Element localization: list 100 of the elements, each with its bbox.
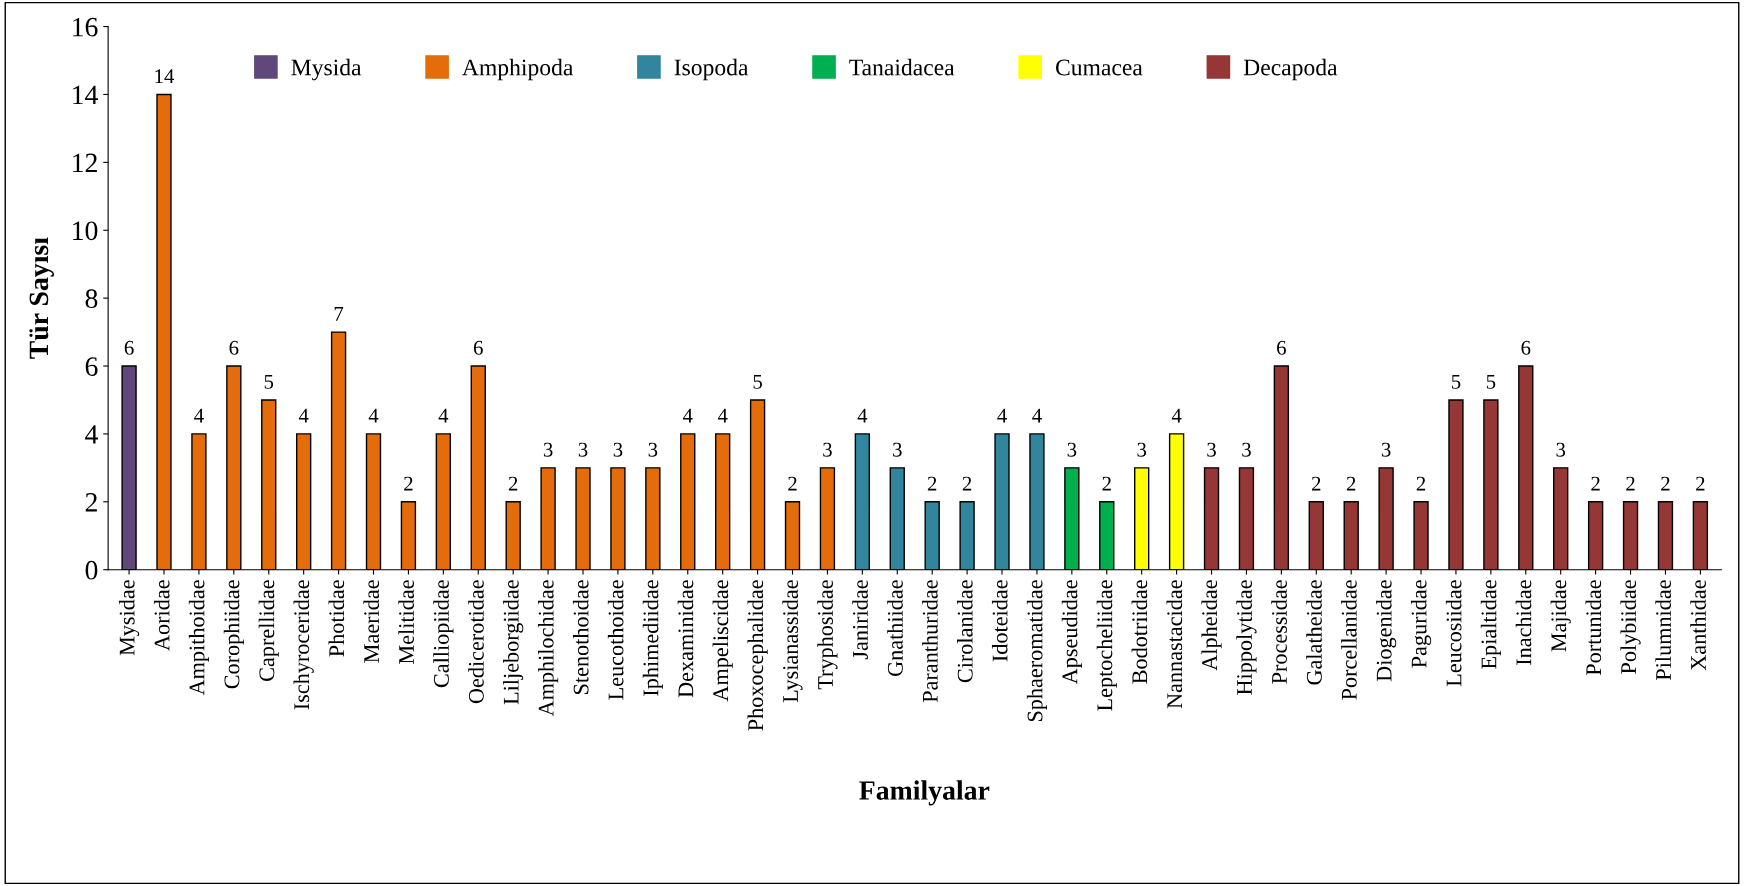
data-label: 2 (1346, 476, 1356, 491)
x-tick-label: Photidae (328, 580, 345, 657)
data-label: 3 (578, 442, 588, 457)
x-tick-label: Ampithoidae (188, 580, 209, 696)
legend-label: Decapoda (1243, 58, 1338, 81)
legend-label: Tanaidacea (849, 58, 955, 76)
data-label: 3 (1207, 442, 1216, 457)
x-tick-label: Polybiidae (1620, 580, 1641, 674)
data-label: 2 (1696, 476, 1705, 491)
data-label: 4 (1032, 408, 1042, 423)
data-label: 4 (298, 408, 309, 423)
x-tick-label: Iphimediidae (642, 580, 663, 696)
x-tick-label: Cirolanidae (957, 580, 973, 683)
x-tick-label: Phoxocephalidae (747, 580, 768, 731)
data-label: 2 (962, 476, 972, 491)
y-tick-label: 10 (73, 221, 98, 241)
data-label: 3 (648, 442, 658, 457)
data-label: 5 (1486, 374, 1496, 389)
y-tick-label: 2 (85, 493, 97, 512)
x-axis-title: Familyalar (859, 780, 990, 806)
data-label: 14 (155, 69, 175, 84)
x-tick-label: Paranthuridae (922, 580, 938, 703)
x-tick-label: Paguridae (1410, 580, 1432, 668)
y-tick-label: 16 (73, 17, 98, 37)
x-tick-label: Maeridae (363, 580, 380, 663)
data-label: 4 (997, 408, 1007, 423)
x-tick-label: Corophiidae (223, 580, 244, 689)
x-tick-label: Caprellidae (258, 580, 279, 681)
data-label: 2 (1311, 476, 1321, 491)
x-tick-label: Leucothoidae (607, 580, 624, 700)
x-tick-label: Alpheidae (1201, 580, 1222, 671)
data-label: 3 (1556, 442, 1566, 457)
data-label: 3 (1242, 442, 1251, 457)
x-tick-label: Pilumnidae (1655, 580, 1672, 681)
data-label: 3 (893, 442, 902, 457)
data-label: 3 (543, 442, 553, 457)
y-tick-label: 6 (85, 357, 98, 376)
x-tick-label: Portunidae (1585, 580, 1602, 676)
x-tick-label: Processidae (1271, 580, 1287, 684)
x-tick-label: Galatheidae (1306, 580, 1322, 685)
data-label: 4 (717, 408, 728, 423)
data-label: 7 (334, 307, 344, 321)
data-label: 2 (1591, 476, 1600, 491)
x-tick-label: Janiridae (852, 580, 868, 660)
data-label: 3 (1137, 442, 1147, 457)
x-tick-label: Oedicerotidae (468, 580, 484, 704)
x-tick-label: Diogenidae (1376, 580, 1397, 682)
x-tick-label: Gnathiidae (887, 580, 903, 676)
x-tick-label: Dexaminidae (677, 580, 694, 698)
x-tick-label: Melitidae (398, 580, 414, 664)
y-tick-label: 0 (85, 560, 98, 580)
y-tick-label: 4 (85, 425, 98, 444)
y-tick-label: 14 (73, 85, 98, 105)
data-label: 6 (1521, 340, 1531, 355)
data-label: 3 (613, 442, 623, 457)
x-tick-label: Ischyroceridae (293, 580, 314, 710)
data-label: 6 (124, 340, 134, 355)
legend-label: Mysida (291, 58, 362, 81)
x-tick-label: Bodotriidae (1131, 580, 1148, 684)
legend-label: Cumacea (1055, 59, 1143, 76)
x-tick-label: Apseudidae (1061, 580, 1082, 685)
y-axis-title: Tür Sayısı (29, 237, 54, 359)
x-tick-label: Porcellanidae (1341, 580, 1357, 700)
data-label: 4 (857, 408, 868, 423)
x-tick-label: Ampeliscidae (712, 580, 733, 702)
y-tick-label: 12 (73, 153, 97, 172)
y-tick-label: 8 (85, 289, 98, 309)
data-label: 4 (1171, 408, 1182, 423)
x-tick-label: Xanthidae (1690, 580, 1706, 671)
data-label: 4 (438, 408, 449, 423)
data-label: 2 (927, 476, 937, 491)
data-label: 2 (508, 476, 518, 491)
data-label: 2 (788, 476, 797, 491)
x-tick-label: Tryphosidae (817, 580, 838, 690)
data-label: 3 (1381, 442, 1391, 457)
x-tick-label: Leptocheliidae (1096, 580, 1117, 711)
x-tick-label: Majidae (1550, 580, 1571, 652)
legend-label: Isopoda (674, 58, 749, 81)
x-tick-label: Nannastacidae (1166, 580, 1183, 709)
x-tick-label: Lysianassidae (782, 580, 803, 703)
data-label: 6 (473, 340, 483, 355)
data-label: 2 (1626, 476, 1635, 491)
x-tick-label: Aoridae (153, 580, 170, 651)
x-tick-label: Idoteidae (991, 580, 1008, 662)
x-tick-label: Hippolytidae (1236, 580, 1257, 695)
data-label: 2 (404, 476, 413, 491)
data-label: 5 (753, 374, 762, 389)
data-label: 4 (368, 408, 379, 423)
x-tick-label: Amphilochidae (538, 580, 559, 717)
x-tick-label: Calliopiidae (433, 580, 454, 688)
x-tick-label: Sphaeromatidae (1026, 580, 1048, 722)
x-tick-label: Epialtidae (1480, 580, 1501, 669)
x-tick-label: Leucosiidae (1445, 580, 1462, 687)
x-tick-label: Liljeborgiidae (503, 580, 524, 705)
x-tick-label: Inachidae (1515, 580, 1532, 665)
data-label: 4 (682, 408, 693, 423)
data-label: 5 (1451, 374, 1461, 389)
data-label: 2 (1661, 476, 1670, 491)
data-label: 2 (1416, 476, 1426, 491)
x-tick-label: Stenothoidae (572, 580, 589, 694)
